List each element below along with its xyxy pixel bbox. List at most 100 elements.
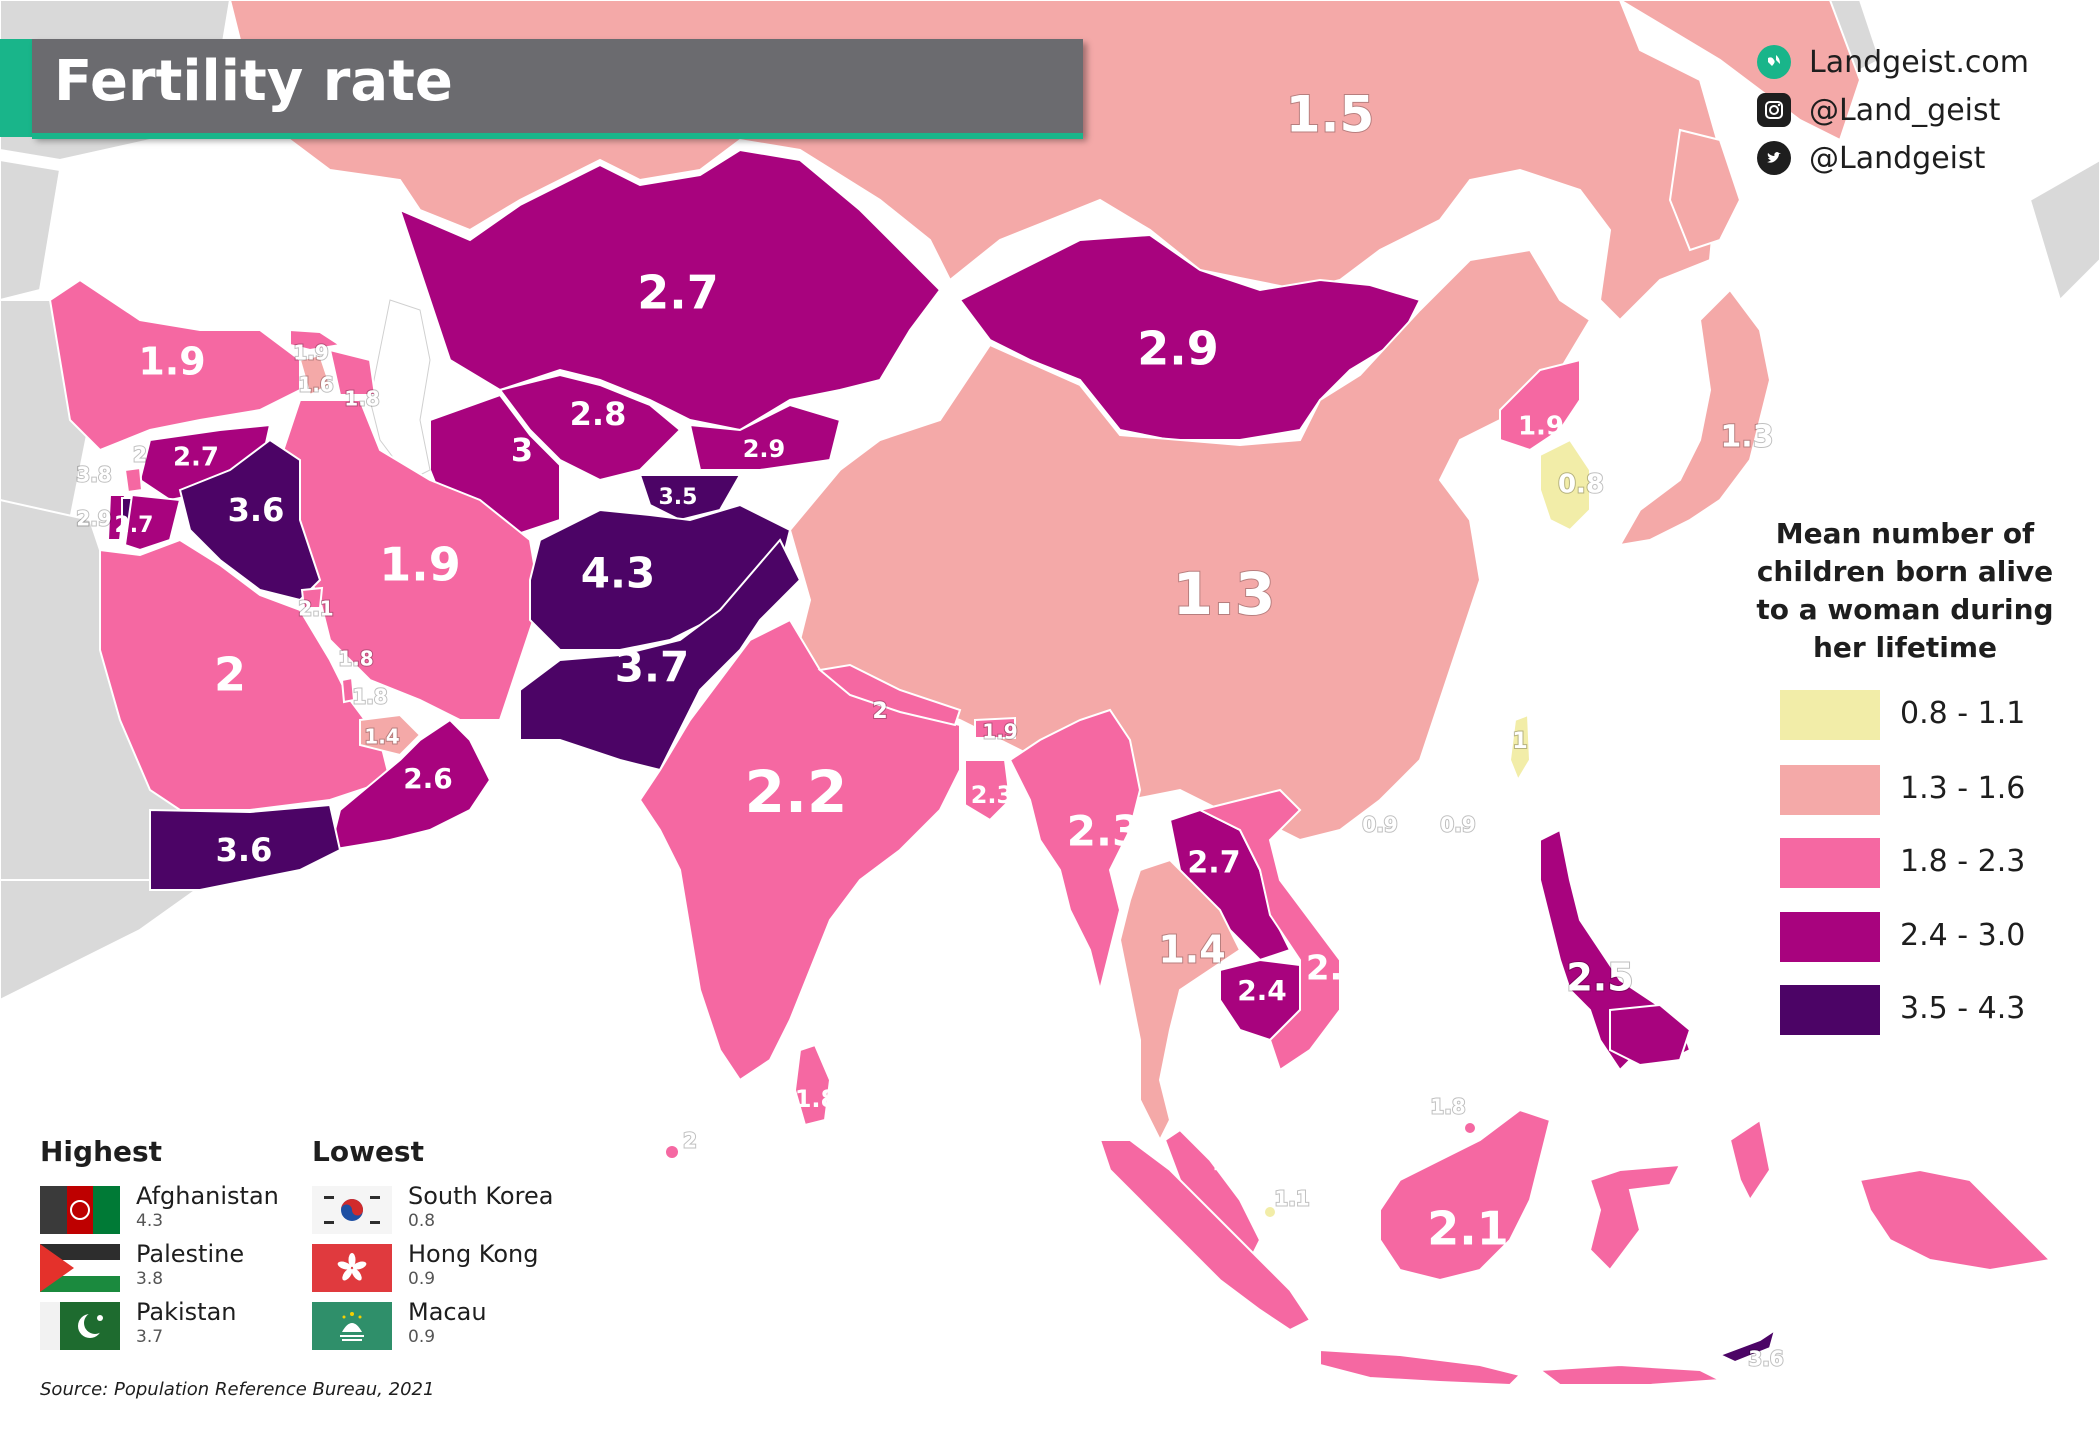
region-taiwan bbox=[1508, 713, 1532, 783]
highest-ranking: Highest Afghanistan 4.3 Palestine 3.8 Pa… bbox=[40, 1135, 279, 1356]
legend-item: 1.3 - 1.6 bbox=[1780, 765, 2100, 815]
value-label-india: 2.2 bbox=[745, 758, 848, 826]
value-label-uzbekistan: 2.8 bbox=[570, 395, 627, 433]
value-label-turkey: 1.9 bbox=[138, 340, 205, 384]
region-pakistan bbox=[519, 538, 802, 772]
region-south-korea bbox=[1539, 438, 1591, 532]
value-label-iran: 1.9 bbox=[379, 538, 461, 592]
legend-item: 1.8 - 2.3 bbox=[1780, 838, 2100, 888]
value-label-cambodia: 2.4 bbox=[1237, 974, 1287, 1007]
rank-item-hong-kong: Hong Kong 0.9 bbox=[312, 1240, 538, 1298]
region-india bbox=[638, 618, 961, 1082]
legend-swatch bbox=[1780, 912, 1880, 962]
legend-label: 0.8 - 1.1 bbox=[1900, 696, 2026, 731]
legend: Mean number of children born alive to a … bbox=[1740, 515, 2070, 1035]
rank-value: 4.3 bbox=[136, 1211, 164, 1231]
region-lesser-sunda bbox=[1537, 1363, 1724, 1386]
title-box bbox=[32, 39, 1083, 137]
value-label-nepal: 2 bbox=[872, 699, 887, 724]
region-maluku bbox=[1728, 1118, 1772, 1202]
region-jordan bbox=[123, 493, 182, 552]
value-label-turkmenistan: 3 bbox=[511, 431, 533, 469]
value-label-laos: 2.7 bbox=[1187, 846, 1240, 881]
value-label-saudi-arabia: 2 bbox=[214, 648, 246, 702]
region-singapore bbox=[1265, 1207, 1275, 1217]
value-label-azerbaijan: 1.8 bbox=[344, 387, 379, 411]
lowest-heading: Lowest bbox=[312, 1135, 424, 1168]
region-borneo bbox=[1379, 1108, 1552, 1282]
rank-item-afghanistan: Afghanistan 4.3 bbox=[40, 1182, 279, 1240]
value-label-bhutan: 1.9 bbox=[982, 720, 1017, 744]
region-sulawesi bbox=[1588, 1163, 1682, 1272]
value-label-japan: 1.3 bbox=[1720, 420, 1773, 455]
region-uae bbox=[359, 713, 422, 757]
value-label-singapore: 1.1 bbox=[1274, 1187, 1309, 1211]
value-label-vietnam: 2.1 bbox=[1306, 949, 1366, 989]
value-label-philippines: 2.5 bbox=[1566, 956, 1633, 1000]
value-label-israel: 2.9 bbox=[76, 507, 111, 531]
region-sri-lanka bbox=[793, 1043, 832, 1127]
legend-title-line: Mean number of bbox=[1775, 517, 2035, 550]
region-north-korea bbox=[1499, 358, 1581, 452]
rank-name: Pakistan bbox=[136, 1298, 237, 1326]
rank-value: 3.7 bbox=[136, 1327, 164, 1347]
region-philippines-south bbox=[1609, 1003, 1692, 1067]
region-yemen bbox=[149, 803, 342, 891]
value-label-myanmar: 2.3 bbox=[1067, 807, 1141, 856]
region-brunei bbox=[1463, 1121, 1477, 1135]
page-title: Fertility rate bbox=[54, 49, 453, 114]
brand-instagram[interactable]: @Land_geist bbox=[1757, 86, 2029, 134]
rank-item-pakistan: Pakistan 3.7 bbox=[40, 1298, 237, 1356]
value-label-china: 1.3 bbox=[1173, 560, 1276, 628]
legend-title-line: her lifetime bbox=[1813, 631, 1997, 664]
source-note: Source: Population Reference Bureau, 202… bbox=[40, 1379, 435, 1400]
rank-name: Hong Kong bbox=[408, 1240, 539, 1268]
region-iraq bbox=[178, 438, 322, 602]
rank-name: South Korea bbox=[408, 1182, 554, 1210]
rank-name: Macau bbox=[408, 1298, 487, 1326]
afghanistan-flag-icon bbox=[40, 1186, 120, 1234]
value-label-palestine: 3.8 bbox=[76, 463, 111, 487]
region-lebanon bbox=[123, 466, 144, 494]
brand-twitter[interactable]: @Landgeist bbox=[1757, 134, 2029, 182]
value-label-pakistan: 3.7 bbox=[615, 643, 689, 692]
globe-icon bbox=[1757, 45, 1791, 79]
legend-swatch bbox=[1780, 690, 1880, 740]
value-label-mongolia: 2.9 bbox=[1137, 322, 1219, 376]
legend-swatch bbox=[1780, 985, 1880, 1035]
value-label-oman: 2.6 bbox=[403, 762, 453, 795]
rank-item-south-korea: South Korea 0.8 bbox=[312, 1182, 553, 1240]
lowest-ranking: Lowest South Korea 0.8 Hong Kong 0.9 Mac… bbox=[312, 1135, 553, 1356]
highest-heading: Highest bbox=[40, 1135, 163, 1168]
region-nepal bbox=[817, 663, 962, 727]
region-maldives bbox=[666, 1146, 678, 1158]
rank-name: Afghanistan bbox=[136, 1182, 279, 1210]
value-label-armenia: 1.6 bbox=[298, 373, 333, 397]
brand-website-text: Landgeist.com bbox=[1809, 44, 2029, 80]
region-mongolia bbox=[958, 233, 1422, 441]
legend-title-line: to a woman during bbox=[1756, 593, 2054, 626]
value-label-kyrgyzstan: 2.9 bbox=[743, 435, 786, 463]
value-label-yemen: 3.6 bbox=[216, 831, 273, 869]
rank-value: 0.8 bbox=[408, 1211, 436, 1231]
value-label-tajikistan: 3.5 bbox=[659, 485, 698, 510]
legend-title: Mean number of children born alive to a … bbox=[1740, 515, 2070, 667]
region-armenia bbox=[298, 353, 332, 397]
brand-instagram-text: @Land_geist bbox=[1809, 92, 2001, 128]
region-vietnam bbox=[1197, 788, 1341, 1072]
title-accent bbox=[0, 39, 32, 137]
region-kazakhstan bbox=[398, 148, 942, 432]
value-label-maldives: 2 bbox=[683, 1129, 697, 1153]
legend-label: 3.5 - 4.3 bbox=[1900, 991, 2026, 1026]
value-label-taiwan: 1 bbox=[1512, 729, 1527, 754]
value-label-afghanistan: 4.3 bbox=[581, 549, 655, 598]
value-label-uae: 1.4 bbox=[364, 725, 399, 749]
region-turkey bbox=[48, 278, 301, 452]
region-russia-east bbox=[1618, 0, 1862, 142]
value-label-qatar: 1.8 bbox=[352, 685, 387, 709]
value-label-brunei: 1.8 bbox=[1430, 1095, 1465, 1119]
legend-label: 2.4 - 3.0 bbox=[1900, 918, 2026, 953]
twitter-icon bbox=[1757, 141, 1791, 175]
title-underline bbox=[32, 133, 1083, 139]
brand-website[interactable]: Landgeist.com bbox=[1757, 38, 2029, 86]
